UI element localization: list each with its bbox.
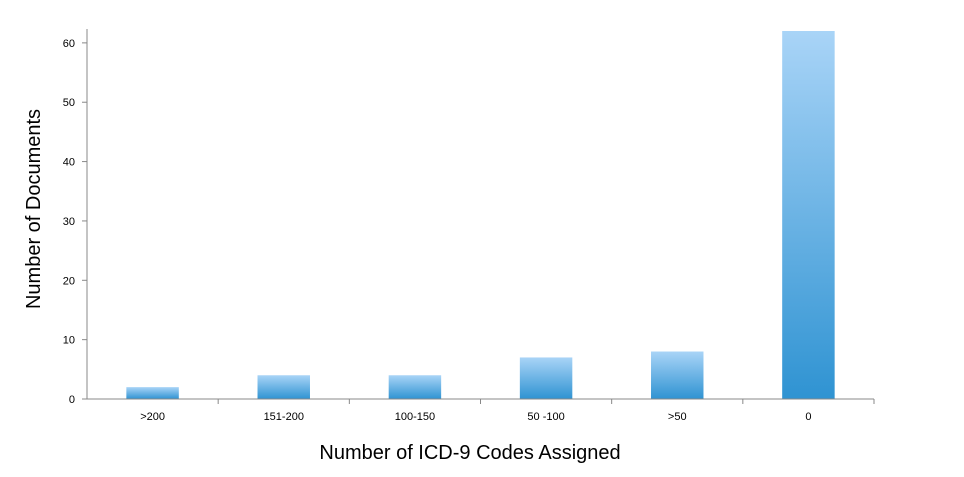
bars-layer	[126, 31, 835, 399]
x-tick-label: 50 -100	[527, 411, 564, 423]
bar	[519, 357, 573, 399]
axes-layer	[86, 29, 874, 400]
y-tick-label: 20	[63, 275, 75, 287]
x-tick-label: 100-150	[395, 411, 435, 423]
x-tick-label: 0	[805, 411, 811, 423]
y-tick-label: 30	[63, 216, 75, 228]
y-tick-label: 60	[63, 38, 75, 50]
bar	[257, 375, 310, 399]
bar	[126, 387, 179, 399]
x-tick-label: 151-200	[264, 411, 304, 423]
ticks-layer: 0 10 20 30 40 50 60 >200 151-200 100-150 50 -100 >5…	[63, 38, 875, 423]
x-axis-title: Number of ICD-9 Codes Assigned	[319, 442, 620, 464]
bar	[388, 375, 442, 399]
x-tick-label: >50	[668, 411, 687, 423]
y-axis-title: Number of Documents	[23, 109, 45, 309]
y-tick-label: 10	[63, 335, 75, 347]
bar	[782, 31, 835, 399]
bar	[651, 351, 704, 399]
x-tick-label: >200	[140, 411, 165, 423]
y-tick-label: 50	[63, 97, 75, 109]
y-tick-label: 0	[69, 394, 75, 406]
y-tick-label: 40	[63, 157, 75, 169]
